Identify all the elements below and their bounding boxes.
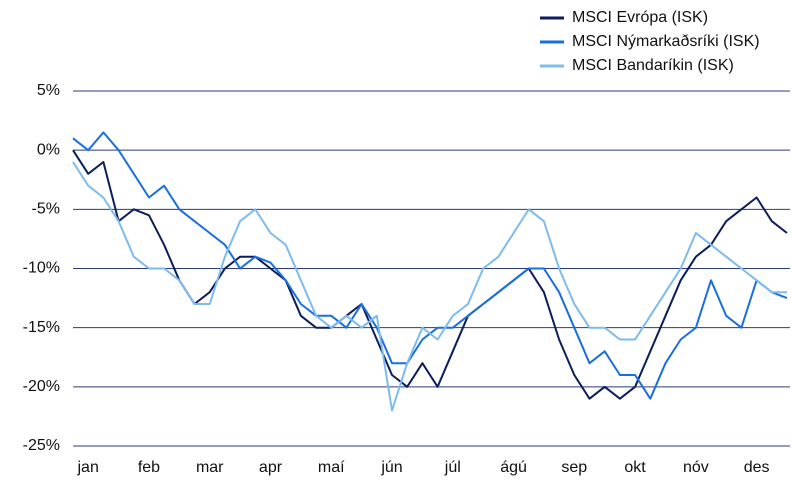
legend-label: MSCI Bandaríkin (ISK): [572, 57, 734, 74]
legend-label: MSCI Nýmarkaðsríki (ISK): [572, 33, 760, 50]
x-tick-label: sep: [561, 459, 587, 476]
y-tick-label: -20%: [23, 378, 60, 395]
x-tick-label: apr: [259, 459, 283, 476]
x-tick-label: nóv: [683, 459, 709, 476]
series-line: [72, 149, 788, 400]
y-tick-label: -25%: [23, 437, 60, 454]
x-tick-label: des: [744, 459, 770, 476]
x-tick-label: feb: [138, 459, 160, 476]
y-tick-label: -5%: [32, 201, 60, 218]
x-tick-label: okt: [624, 459, 646, 476]
x-tick-label: jún: [380, 459, 402, 476]
x-tick-label: júl: [444, 459, 461, 476]
series-line: [72, 131, 788, 400]
y-tick-label: 5%: [37, 82, 60, 99]
y-tick-label: -10%: [23, 260, 60, 277]
series-line: [72, 161, 787, 412]
x-tick-label: ágú: [500, 459, 527, 476]
y-tick-label: -15%: [23, 319, 60, 336]
x-tick-label: jan: [77, 459, 99, 476]
x-tick-label: mar: [196, 459, 224, 476]
legend-label: MSCI Evrópa (ISK): [572, 9, 708, 26]
y-tick-label: 0%: [37, 141, 60, 158]
x-tick-label: maí: [318, 459, 345, 476]
